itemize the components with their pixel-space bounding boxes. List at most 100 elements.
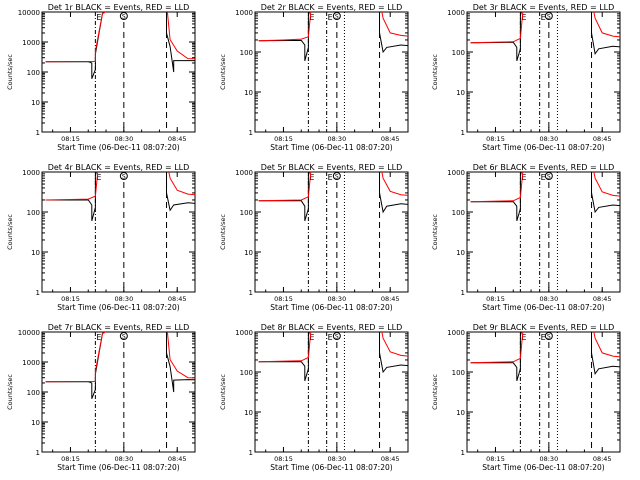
x-tick-label: 08:45 xyxy=(593,455,612,463)
y-tick-label: 10 xyxy=(456,89,465,97)
x-tick-label: 08:30 xyxy=(539,295,558,303)
x-tick-label: 08:30 xyxy=(539,455,558,463)
events-series-line xyxy=(258,332,408,382)
marker-label: E xyxy=(541,13,546,22)
chart-title: Det 8r BLACK = Events, RED = LLD xyxy=(261,323,403,332)
x-tick-label: 08:30 xyxy=(327,135,346,143)
y-tick-label: 1 xyxy=(249,449,253,457)
x-tick-label: 08:45 xyxy=(168,295,187,303)
marker-label: S xyxy=(547,14,551,21)
marker-label: E xyxy=(328,173,333,182)
y-tick-label: 10000 xyxy=(18,9,40,17)
y-tick-label: 1 xyxy=(461,289,465,297)
lld-series-line xyxy=(470,332,620,364)
marker-label: S xyxy=(122,334,126,341)
y-tick-label: 1000 xyxy=(447,169,465,177)
x-axis-label: Start Time (06-Dec-11 08:07:20) xyxy=(270,143,392,152)
x-tick-label: 08:15 xyxy=(61,295,80,303)
x-tick-label: 08:30 xyxy=(539,135,558,143)
y-tick-label: 100 xyxy=(452,209,465,217)
marker-label: E xyxy=(96,333,101,342)
y-tick-label: 100 xyxy=(452,369,465,377)
y-axis-label: Counts/sec xyxy=(6,374,14,410)
y-tick-label: 10 xyxy=(244,409,253,417)
y-tick-label: 100 xyxy=(452,49,465,57)
y-axis-label: Counts/sec xyxy=(431,214,439,250)
x-axis-label: Start Time (06-Dec-11 08:07:20) xyxy=(482,463,604,472)
marker-circle xyxy=(119,332,128,340)
y-tick-label: 1 xyxy=(36,289,40,297)
y-tick-label: 10 xyxy=(244,89,253,97)
marker-label: S xyxy=(122,174,126,181)
y-axis-label: Counts/sec xyxy=(431,54,439,90)
marker-label: E xyxy=(541,333,546,342)
chart-title: Det 2r BLACK = Events, RED = LLD xyxy=(261,3,403,12)
x-tick-label: 08:45 xyxy=(381,455,400,463)
marker-label: E xyxy=(309,13,314,22)
y-tick-label: 1000 xyxy=(447,9,465,17)
x-axis-label: Start Time (06-Dec-11 08:07:20) xyxy=(57,463,179,472)
marker-circle xyxy=(544,12,553,20)
marker-label: E xyxy=(96,13,101,22)
y-axis-label: Counts/sec xyxy=(6,54,14,90)
y-tick-label: 10 xyxy=(31,419,40,427)
x-tick-label: 08:30 xyxy=(327,455,346,463)
lld-series-line xyxy=(45,12,195,63)
x-tick-label: 08:15 xyxy=(61,135,80,143)
x-axis-label: Start Time (06-Dec-11 08:07:20) xyxy=(270,463,392,472)
chart-title: Det 5r BLACK = Events, RED = LLD xyxy=(261,163,403,172)
marker-label: E xyxy=(521,173,526,182)
marker-circle xyxy=(544,172,553,180)
x-tick-label: 08:30 xyxy=(114,135,133,143)
chart-title: Det 3r BLACK = Events, RED = LLD xyxy=(473,3,615,12)
events-series-line xyxy=(45,332,195,399)
y-tick-label: 1 xyxy=(461,129,465,137)
y-tick-label: 100 xyxy=(240,49,253,57)
y-tick-label: 100 xyxy=(27,389,40,397)
y-tick-label: 1000 xyxy=(447,329,465,337)
y-tick-label: 1000 xyxy=(235,329,253,337)
marker-circle xyxy=(332,332,341,340)
marker-label: E xyxy=(541,173,546,182)
events-series-line xyxy=(258,172,408,222)
chart-title: Det 1r BLACK = Events, RED = LLD xyxy=(48,3,190,12)
y-tick-label: 1000 xyxy=(22,359,40,367)
marker-label: S xyxy=(335,174,339,181)
events-series-line xyxy=(45,172,195,222)
y-tick-label: 1000 xyxy=(22,169,40,177)
x-tick-label: 08:45 xyxy=(593,295,612,303)
plot-frame xyxy=(466,171,621,293)
y-tick-label: 10 xyxy=(456,409,465,417)
x-axis-label: Start Time (06-Dec-11 08:07:20) xyxy=(57,143,179,152)
marker-label: S xyxy=(547,334,551,341)
y-axis-label: Counts/sec xyxy=(219,54,227,90)
y-tick-label: 10 xyxy=(31,99,40,107)
x-tick-label: 08:30 xyxy=(114,455,133,463)
marker-label: S xyxy=(335,334,339,341)
marker-label: E xyxy=(309,333,314,342)
marker-label: E xyxy=(521,333,526,342)
y-tick-label: 10000 xyxy=(18,329,40,337)
x-tick-label: 08:15 xyxy=(486,295,505,303)
y-tick-label: 1 xyxy=(36,129,40,137)
x-tick-label: 08:30 xyxy=(114,295,133,303)
y-tick-label: 100 xyxy=(27,69,40,77)
marker-label: S xyxy=(335,14,339,21)
chart-title: Det 6r BLACK = Events, RED = LLD xyxy=(473,163,615,172)
plot-frame xyxy=(466,11,621,133)
marker-circle xyxy=(544,332,553,340)
y-tick-label: 1 xyxy=(36,449,40,457)
marker-label: E xyxy=(521,13,526,22)
x-tick-label: 08:30 xyxy=(327,295,346,303)
marker-circle xyxy=(119,172,128,180)
marker-circle xyxy=(119,12,128,20)
marker-label: S xyxy=(122,14,126,21)
events-series-line xyxy=(470,172,620,222)
plot-frame xyxy=(254,11,409,133)
y-tick-label: 100 xyxy=(240,209,253,217)
